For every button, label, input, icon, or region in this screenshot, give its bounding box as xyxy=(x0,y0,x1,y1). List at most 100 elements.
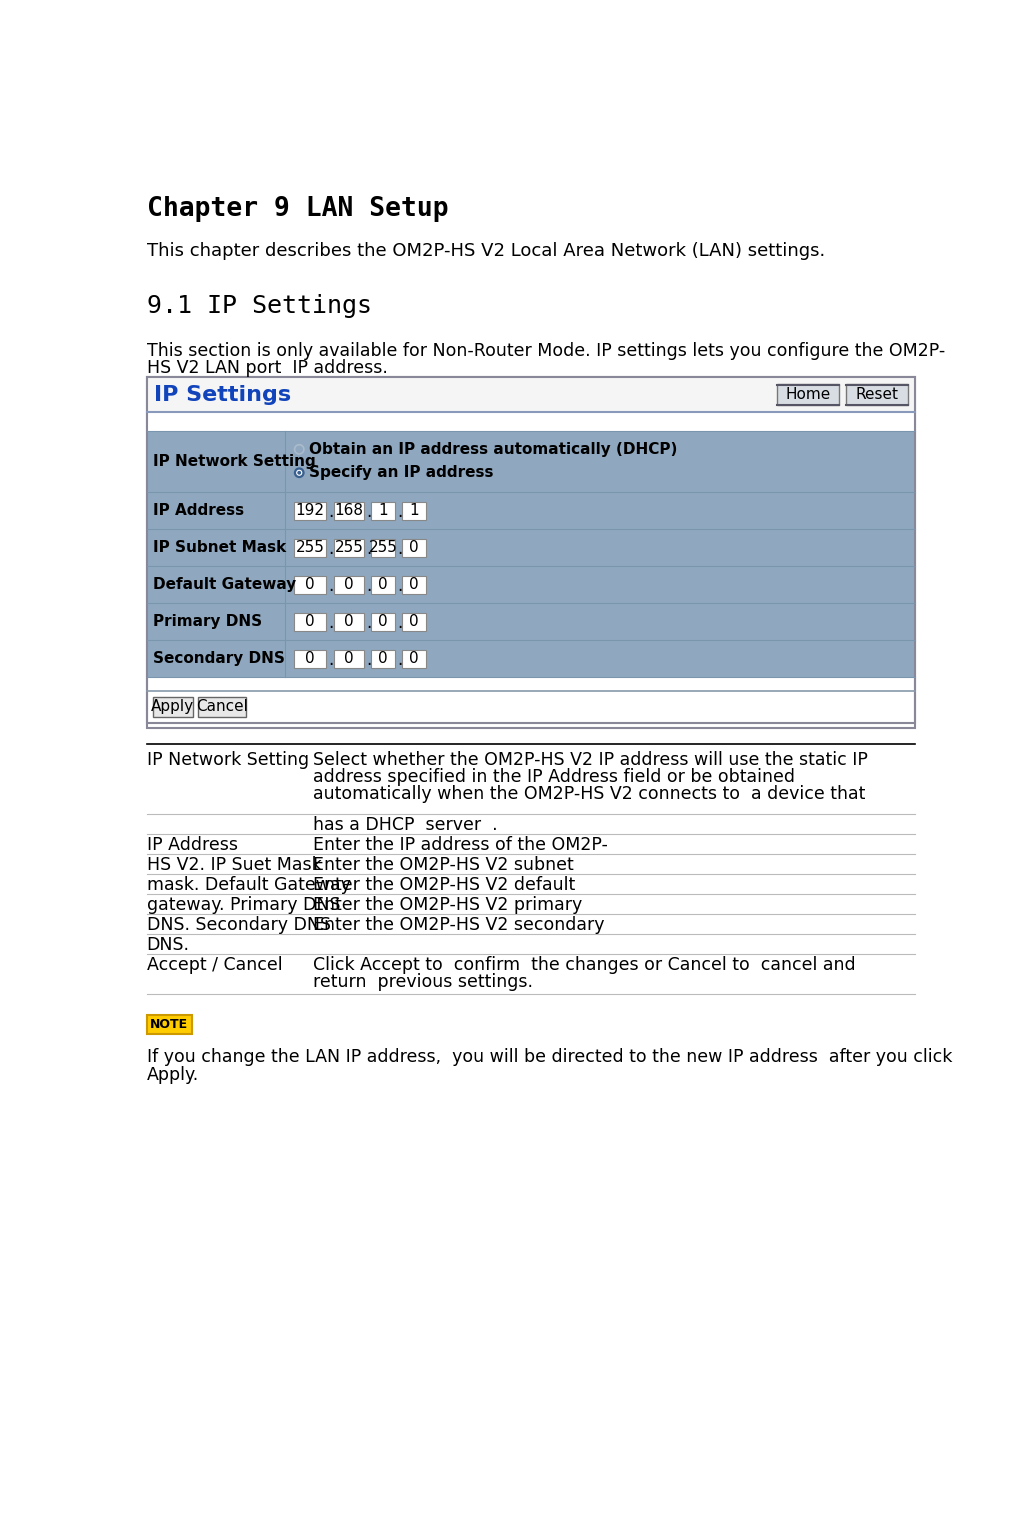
Text: .: . xyxy=(397,613,402,631)
Bar xyxy=(334,502,364,521)
Text: IP Settings: IP Settings xyxy=(154,384,291,405)
Text: 0: 0 xyxy=(409,577,419,592)
Text: Cancel: Cancel xyxy=(196,698,248,713)
Bar xyxy=(402,575,426,594)
Text: has a DHCP  server  .: has a DHCP server . xyxy=(313,815,498,833)
Text: .: . xyxy=(366,577,371,595)
Text: If you change the LAN IP address,  you will be directed to the new IP address  a: If you change the LAN IP address, you wi… xyxy=(146,1047,952,1066)
Bar xyxy=(294,539,326,557)
Text: .: . xyxy=(328,502,334,521)
Bar xyxy=(371,539,395,557)
Text: .: . xyxy=(328,540,334,557)
Bar xyxy=(294,502,326,521)
Text: 0: 0 xyxy=(344,577,353,592)
Text: NOTE: NOTE xyxy=(150,1019,189,1031)
Text: Enter the OM2P-HS V2 default: Enter the OM2P-HS V2 default xyxy=(313,876,575,894)
Text: automatically when the OM2P-HS V2 connects to  a device that: automatically when the OM2P-HS V2 connec… xyxy=(313,785,865,803)
Text: Enter the OM2P-HS V2 subnet: Enter the OM2P-HS V2 subnet xyxy=(313,856,574,874)
Bar xyxy=(402,539,426,557)
Text: Enter the OM2P-HS V2 secondary: Enter the OM2P-HS V2 secondary xyxy=(313,915,605,934)
Text: 9.1 IP Settings: 9.1 IP Settings xyxy=(146,294,372,317)
Circle shape xyxy=(294,468,305,478)
Text: Default Gateway: Default Gateway xyxy=(152,577,296,592)
Text: .: . xyxy=(397,651,402,668)
Text: address specified in the IP Address field or be obtained: address specified in the IP Address fiel… xyxy=(313,768,796,786)
Text: 192: 192 xyxy=(295,504,324,519)
Bar xyxy=(152,697,193,716)
Bar xyxy=(146,376,916,729)
Bar xyxy=(146,603,916,641)
Bar xyxy=(845,384,908,405)
Text: .: . xyxy=(328,613,334,631)
Bar xyxy=(146,1016,192,1034)
Bar xyxy=(777,384,839,405)
Bar xyxy=(402,613,426,631)
Text: 1: 1 xyxy=(378,504,387,519)
Text: 0: 0 xyxy=(378,577,387,592)
Bar xyxy=(334,575,364,594)
Bar xyxy=(146,566,916,603)
Bar xyxy=(198,697,246,716)
Text: .: . xyxy=(366,502,371,521)
Text: 168: 168 xyxy=(335,504,364,519)
Text: 1: 1 xyxy=(409,504,419,519)
Text: Reset: Reset xyxy=(855,387,898,402)
Text: .: . xyxy=(397,540,402,557)
Text: IP Network Setting: IP Network Setting xyxy=(152,454,316,469)
Text: IP Address: IP Address xyxy=(146,836,237,855)
Text: Specify an IP address: Specify an IP address xyxy=(310,465,494,480)
Text: Secondary DNS: Secondary DNS xyxy=(152,651,285,666)
Text: Select whether the OM2P-HS V2 IP address will use the static IP: Select whether the OM2P-HS V2 IP address… xyxy=(313,751,868,770)
Bar xyxy=(146,376,916,723)
Bar xyxy=(146,431,916,492)
Text: IP Network Setting: IP Network Setting xyxy=(146,751,309,770)
Text: This chapter describes the OM2P-HS V2 Local Area Network (LAN) settings.: This chapter describes the OM2P-HS V2 Lo… xyxy=(146,243,825,260)
Text: gateway. Primary DNS: gateway. Primary DNS xyxy=(146,896,340,914)
Text: Obtain an IP address automatically (DHCP): Obtain an IP address automatically (DHCP… xyxy=(310,442,678,457)
Text: .: . xyxy=(366,613,371,631)
Text: 0: 0 xyxy=(378,651,387,666)
Bar xyxy=(402,502,426,521)
Text: 0: 0 xyxy=(344,651,353,666)
Bar xyxy=(334,613,364,631)
Text: DNS. Secondary DNS: DNS. Secondary DNS xyxy=(146,915,330,934)
Bar xyxy=(402,650,426,668)
Text: Apply.: Apply. xyxy=(146,1066,199,1084)
Bar xyxy=(371,575,395,594)
Text: HS V2. IP Suet Mask: HS V2. IP Suet Mask xyxy=(146,856,321,874)
Bar xyxy=(146,641,916,677)
Circle shape xyxy=(296,469,303,475)
Text: .: . xyxy=(366,540,371,557)
Text: Enter the IP address of the OM2P-: Enter the IP address of the OM2P- xyxy=(313,836,608,855)
Text: Accept / Cancel: Accept / Cancel xyxy=(146,956,282,975)
Circle shape xyxy=(297,471,301,475)
Text: 0: 0 xyxy=(306,651,315,666)
Text: .: . xyxy=(366,651,371,668)
Text: Primary DNS: Primary DNS xyxy=(152,615,262,630)
Bar xyxy=(294,575,326,594)
Text: .: . xyxy=(328,577,334,595)
Text: 0: 0 xyxy=(306,577,315,592)
Bar xyxy=(294,650,326,668)
Text: .: . xyxy=(397,577,402,595)
Text: 255: 255 xyxy=(369,540,398,556)
Text: Chapter 9 LAN Setup: Chapter 9 LAN Setup xyxy=(146,196,449,222)
Text: .: . xyxy=(328,651,334,668)
Text: IP Subnet Mask: IP Subnet Mask xyxy=(152,540,286,556)
Text: DNS.: DNS. xyxy=(146,937,190,953)
Bar xyxy=(371,613,395,631)
Text: 0: 0 xyxy=(378,615,387,630)
Text: Enter the OM2P-HS V2 primary: Enter the OM2P-HS V2 primary xyxy=(313,896,582,914)
Text: mask. Default Gateway: mask. Default Gateway xyxy=(146,876,350,894)
Bar xyxy=(334,650,364,668)
Text: This section is only available for Non-Router Mode. IP settings lets you configu: This section is only available for Non-R… xyxy=(146,343,945,360)
Bar xyxy=(371,650,395,668)
Text: IP Address: IP Address xyxy=(152,504,243,519)
Text: Apply: Apply xyxy=(151,698,195,713)
Bar xyxy=(146,530,916,566)
Bar xyxy=(146,492,916,530)
Bar xyxy=(334,539,364,557)
Text: return  previous settings.: return previous settings. xyxy=(313,973,534,991)
Text: 0: 0 xyxy=(409,540,419,556)
Text: 255: 255 xyxy=(335,540,364,556)
